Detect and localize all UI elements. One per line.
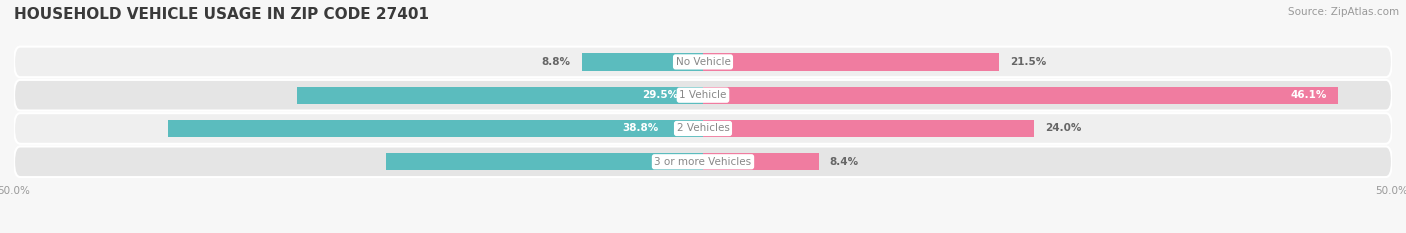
Text: 3 or more Vehicles: 3 or more Vehicles xyxy=(654,157,752,167)
Bar xyxy=(703,86,1339,104)
Bar xyxy=(387,153,703,170)
Text: 21.5%: 21.5% xyxy=(1011,57,1046,67)
Bar xyxy=(297,86,703,104)
Text: No Vehicle: No Vehicle xyxy=(675,57,731,67)
FancyBboxPatch shape xyxy=(14,47,1392,77)
Text: 46.1%: 46.1% xyxy=(1291,90,1327,100)
Bar xyxy=(169,120,703,137)
Text: Source: ZipAtlas.com: Source: ZipAtlas.com xyxy=(1288,7,1399,17)
FancyBboxPatch shape xyxy=(14,80,1392,110)
Text: 8.4%: 8.4% xyxy=(830,157,859,167)
Text: 1 Vehicle: 1 Vehicle xyxy=(679,90,727,100)
Bar xyxy=(703,53,1000,71)
Text: 29.5%: 29.5% xyxy=(643,90,678,100)
Text: 2 Vehicles: 2 Vehicles xyxy=(676,123,730,134)
Text: 23.0%: 23.0% xyxy=(655,157,692,167)
Text: 8.8%: 8.8% xyxy=(541,57,571,67)
Bar xyxy=(703,120,1033,137)
Bar xyxy=(582,53,703,71)
FancyBboxPatch shape xyxy=(14,147,1392,177)
FancyBboxPatch shape xyxy=(14,113,1392,144)
Text: 24.0%: 24.0% xyxy=(1045,123,1081,134)
Text: HOUSEHOLD VEHICLE USAGE IN ZIP CODE 27401: HOUSEHOLD VEHICLE USAGE IN ZIP CODE 2740… xyxy=(14,7,429,22)
Bar xyxy=(703,153,818,170)
Text: 38.8%: 38.8% xyxy=(623,123,659,134)
